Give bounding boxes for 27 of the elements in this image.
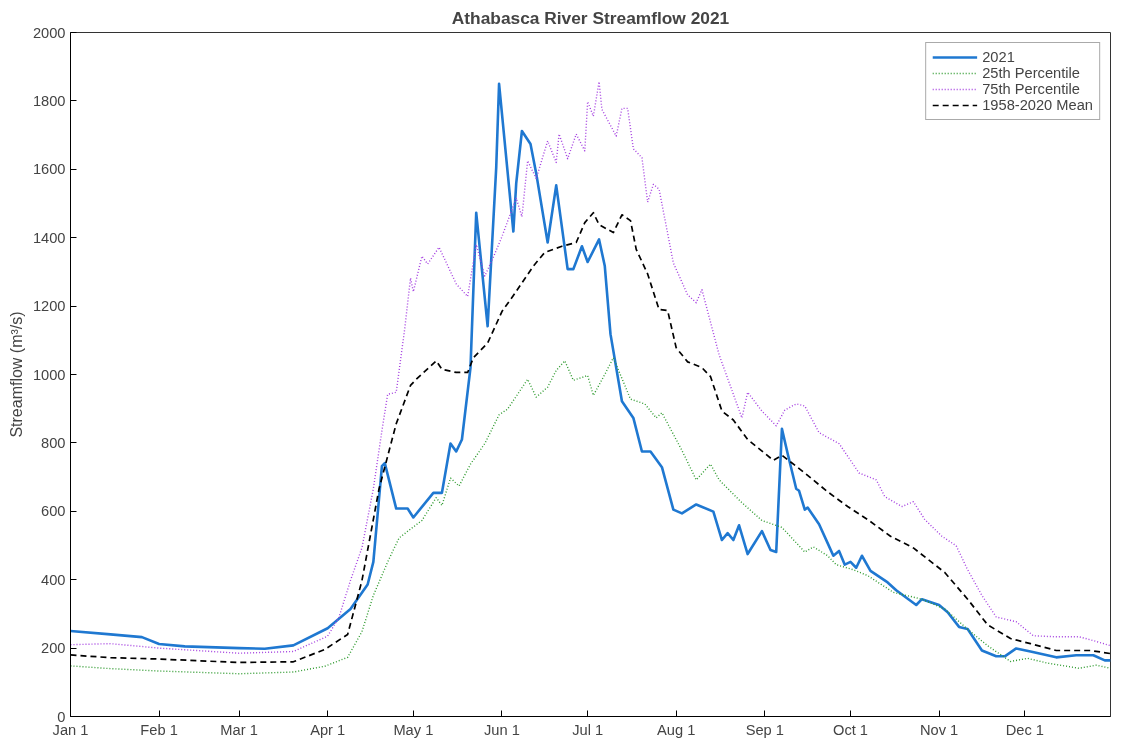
y-tick-label: 600	[41, 503, 66, 520]
y-tick-label: 2000	[32, 24, 66, 41]
legend-label: 1958-2020 Mean	[982, 97, 1093, 113]
legend-label: 75th Percentile	[982, 81, 1080, 97]
legend-label: 25th Percentile	[982, 65, 1080, 81]
legend-label: 2021	[982, 49, 1015, 65]
x-tick-label: Jul 1	[572, 721, 604, 738]
x-tick-label: Sep 1	[745, 721, 784, 738]
x-tick-label: Feb 1	[140, 721, 178, 738]
y-tick-label: 1200	[32, 298, 66, 315]
x-tick-label: May 1	[393, 721, 434, 738]
chart-title: Athabasca River Streamflow 2021	[451, 7, 730, 28]
x-tick-label: Oct 1	[832, 721, 869, 738]
y-tick-label: 800	[41, 434, 66, 451]
y-tick-label: 1800	[32, 92, 66, 109]
x-tick-label: Jun 1	[484, 721, 520, 738]
x-tick-label: Dec 1	[1005, 721, 1044, 738]
x-tick-label: Aug 1	[657, 721, 696, 738]
y-tick-label: 400	[41, 571, 66, 588]
y-tick-label: 200	[41, 640, 66, 657]
x-tick-label: Mar 1	[220, 721, 258, 738]
x-tick-label: Nov 1	[919, 721, 959, 738]
y-tick-label: 1000	[32, 366, 66, 383]
y-tick-label: 1600	[32, 161, 66, 178]
x-tick-label: Apr 1	[310, 721, 346, 738]
y-tick-label: 1400	[32, 229, 66, 246]
y-axis-title: Streamflow (m³/s)	[7, 311, 25, 438]
